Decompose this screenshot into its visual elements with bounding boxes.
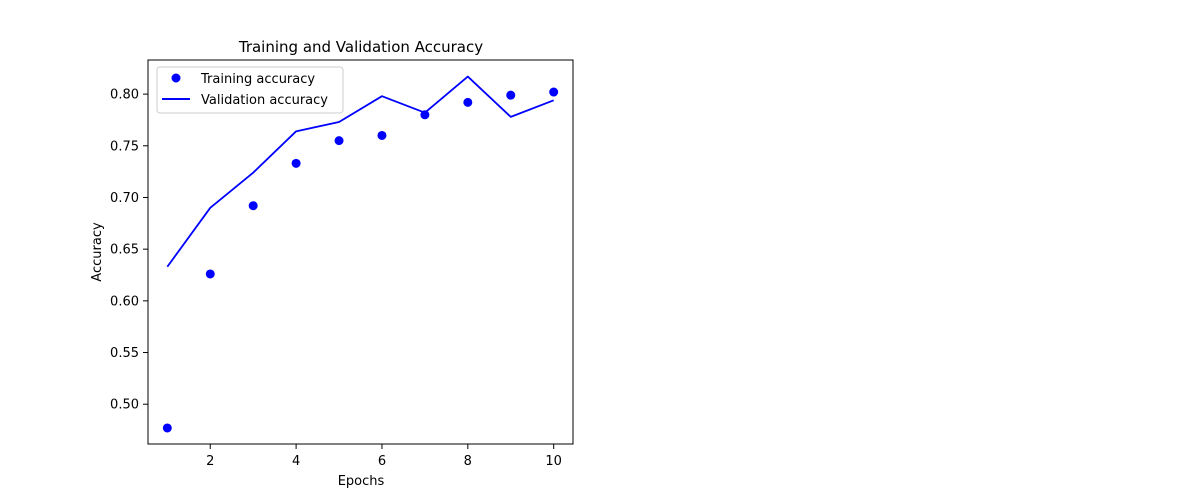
y-tick-label: 0.55	[110, 346, 139, 361]
x-tick-label: 4	[292, 454, 300, 469]
y-tick-label: 0.50	[110, 398, 139, 413]
y-tick-label: 0.70	[110, 191, 139, 206]
y-tick-label: 0.80	[110, 88, 139, 103]
training-accuracy-point	[463, 97, 473, 107]
training-accuracy-point	[334, 136, 344, 146]
x-tick-label: 6	[378, 454, 386, 469]
chart-marks	[162, 75, 559, 433]
x-tick-label: 2	[206, 454, 214, 469]
chart-legend: Training accuracy Validation accuracy	[156, 66, 344, 114]
y-axis-label: Accuracy	[90, 222, 105, 282]
training-accuracy-point	[549, 87, 559, 97]
axis-ticks: 2 4 6 8 10 0.50 0.55 0.60 0.65 0.70 0.75 0.80	[110, 88, 562, 469]
legend-marker-training	[171, 73, 181, 83]
legend-label-validation: Validation accuracy	[201, 93, 328, 108]
training-accuracy-point	[291, 158, 301, 168]
training-accuracy-point	[248, 201, 258, 211]
x-tick-label: 10	[545, 454, 562, 469]
x-tick-label: 8	[464, 454, 472, 469]
training-accuracy-point	[377, 130, 387, 140]
y-tick-label: 0.75	[110, 139, 139, 154]
legend-label-training: Training accuracy	[200, 72, 315, 87]
plot-area-frame	[147, 59, 574, 445]
training-accuracy-point	[205, 269, 215, 279]
x-axis-label: Epochs	[338, 474, 385, 489]
chart-title: Training and Validation Accuracy	[238, 38, 483, 56]
legend-box	[156, 66, 344, 114]
validation-accuracy-line	[166, 75, 555, 268]
y-tick-label: 0.60	[110, 294, 139, 309]
y-tick-label: 0.65	[110, 243, 139, 258]
training-accuracy-point	[162, 423, 172, 433]
training-accuracy-point	[506, 90, 516, 100]
